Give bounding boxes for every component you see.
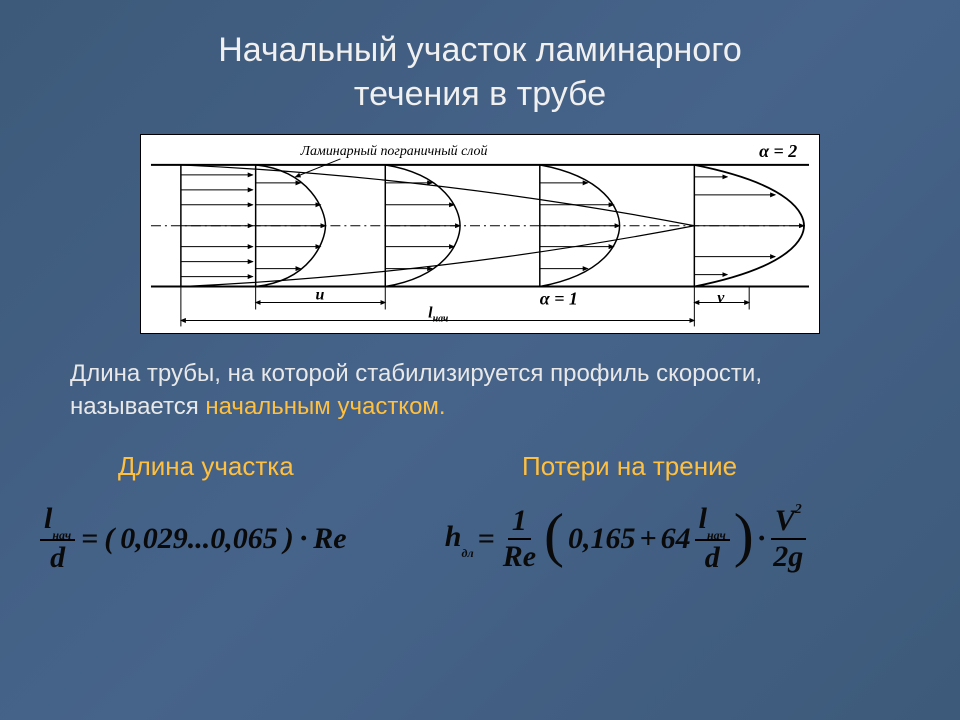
sym-open-paren: ( [104, 522, 114, 556]
alpha-1-label: α = 1 [540, 289, 578, 309]
sym-h: h [445, 520, 462, 553]
sym-d-2: d [701, 541, 724, 573]
slide-title: Начальный участок ламинарного течения в … [0, 0, 960, 116]
sym-re: Re [313, 522, 346, 556]
sym-dot: · [300, 522, 308, 556]
sym-re-2: Re [499, 540, 540, 572]
description-highlight: начальным участком. [205, 393, 445, 420]
l-sub-label: нач [433, 314, 449, 325]
sym-V: V [775, 504, 795, 537]
sym-l-sub: нач [52, 528, 71, 542]
boundary-layer-label: Ламинарный пограничный слой [300, 144, 488, 159]
subhead-right: Потери на трение [486, 451, 890, 482]
sym-close-paren: ) [284, 522, 294, 556]
diagram-svg: Ламинарный пограничный слой α = 2 α = 1 … [141, 135, 819, 334]
title-line-2: течения в трубе [354, 75, 606, 113]
alpha-2-label: α = 2 [759, 141, 797, 161]
title-line-1: Начальный участок ламинарного [218, 31, 742, 69]
formula-friction-loss: hдл = 1 Re ( 0,165 + 64 lнач d ) · V2 2g [445, 504, 920, 573]
sym-eq: = [81, 522, 98, 556]
sym-sq: 2 [795, 502, 802, 517]
coeff-64: 64 [661, 522, 691, 556]
sym-plus: + [640, 522, 657, 556]
sym-l-sub-2: нач [707, 528, 726, 542]
coeff-0165: 0,165 [568, 522, 636, 556]
description-text: Длина трубы, на которой стабилизируется … [0, 334, 960, 423]
sym-dot-2: · [758, 522, 766, 556]
frac-1-over-re: 1 Re [499, 506, 540, 572]
sym-d: d [46, 541, 69, 573]
sym-one: 1 [508, 506, 531, 540]
flow-profile-diagram: Ламинарный пограничный слой α = 2 α = 1 … [140, 134, 820, 334]
frac-l-over-d-2: lнач d [695, 504, 730, 573]
subhead-left: Длина участка [70, 451, 486, 482]
sym-l-2: l [699, 502, 707, 535]
sym-g: g [788, 540, 803, 573]
sym-h-sub: дл [461, 546, 473, 560]
big-paren-close: ) [734, 511, 754, 559]
u-label: u [315, 287, 324, 304]
formula-length: lнач d = (0,029...0,065) · Re [40, 504, 445, 573]
frac-v2-over-2g: V2 2g [769, 506, 807, 572]
sym-two: 2 [773, 540, 788, 573]
sym-eq-2: = [478, 522, 495, 556]
coeff-range: 0,029...0,065 [120, 522, 278, 556]
big-paren-open: ( [544, 511, 564, 559]
frac-l-over-d: lнач d [40, 504, 75, 573]
formulas-row: lнач d = (0,029...0,065) · Re hдл = 1 Re… [0, 482, 960, 573]
svg-text:lнач: lнач [428, 305, 448, 325]
v-label: v [717, 290, 725, 307]
subheads-row: Длина участка Потери на трение [0, 423, 960, 482]
